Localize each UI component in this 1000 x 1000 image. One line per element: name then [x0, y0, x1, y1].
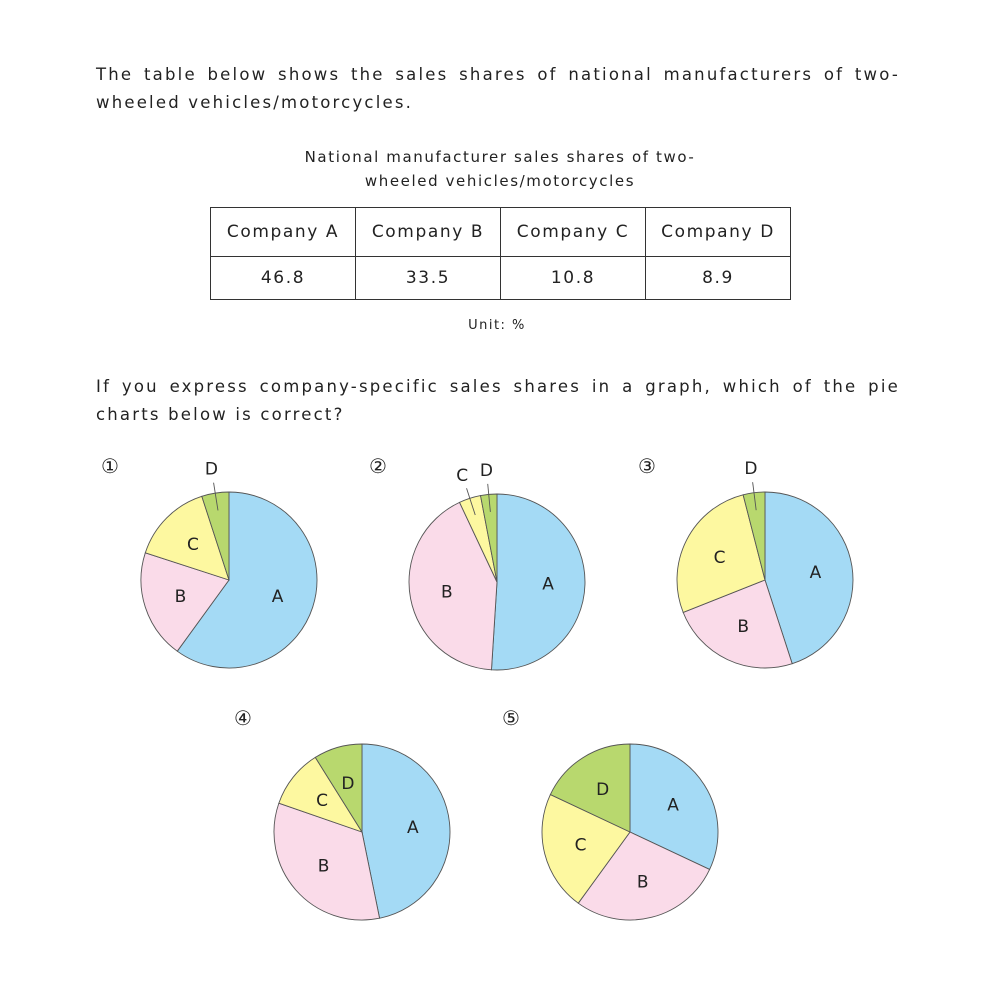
slice-label-b: B: [175, 587, 187, 607]
slice-label-a: A: [810, 563, 822, 583]
slice-label-b: B: [737, 617, 749, 637]
value-company-a: 46.8: [210, 256, 356, 300]
pie-chart-5: ⑤ A B C D: [502, 706, 719, 921]
slice-label-c: C: [714, 548, 726, 568]
intro-text: The table below shows the sales shares o…: [96, 65, 900, 112]
pie-slice-c: [144, 495, 230, 581]
option-number: ⑤: [502, 706, 520, 730]
leader-line: [466, 488, 476, 516]
slice-label-d: D: [205, 460, 218, 480]
pie-chart-3: ③ A B C D: [638, 454, 854, 669]
value-company-b: 33.5: [355, 256, 501, 300]
pie-slice-a: [764, 491, 854, 665]
caption-line-2: wheeled vehicles/motorcycles: [364, 172, 636, 190]
pie-chart-4: ④ A B CD: [234, 706, 451, 921]
header-company-a: Company A: [210, 207, 356, 257]
slice-label-d: D: [341, 774, 354, 794]
pie-slice-d: [314, 743, 363, 834]
pie-slice-a: [361, 743, 451, 919]
option-number: ④: [234, 706, 252, 730]
table-caption: National manufacturer sales shares of tw…: [200, 145, 800, 193]
leader-line: [213, 482, 219, 511]
leader-line: [752, 482, 757, 511]
slice-label-a: A: [542, 575, 554, 595]
pie-slice-a: [629, 743, 719, 871]
pie-slice-a: [490, 493, 586, 671]
value-company-d: 8.9: [645, 256, 791, 300]
header-company-c: Company C: [500, 207, 646, 257]
table-header-row: Company A Company B Company C Company D: [210, 207, 791, 257]
slice-label-d: D: [744, 459, 757, 479]
slice-label-d: D: [596, 780, 609, 800]
option-number: ①: [101, 454, 119, 478]
slice-label-c: C: [187, 535, 199, 555]
pie-slice-b: [273, 802, 381, 921]
slice-label-a: A: [667, 796, 679, 816]
pie-slice-b: [140, 552, 230, 652]
slice-label-a: A: [272, 587, 284, 607]
leader-line: [487, 483, 491, 512]
slice-label-b: B: [441, 583, 453, 603]
slice-label-c: C: [456, 466, 468, 486]
value-company-c: 10.8: [500, 256, 646, 300]
pie-slice-d: [549, 743, 631, 833]
pie-chart-2: ② A B C D: [369, 454, 586, 671]
slice-label-c: C: [575, 836, 587, 856]
pie-chart-1: ① A B C D: [101, 454, 318, 669]
pie-slice-b: [577, 831, 711, 921]
header-company-d: Company D: [645, 207, 791, 257]
pie-slice-c: [676, 494, 766, 613]
slice-label-d: D: [480, 461, 493, 481]
slice-label-c: C: [316, 791, 328, 811]
table-value-row: 46.8 33.5 10.8 8.9: [210, 256, 791, 300]
slice-label-b: B: [318, 857, 330, 877]
slice-label-a: A: [407, 818, 419, 838]
pie-slice-b: [408, 501, 498, 671]
option-number: ②: [369, 454, 387, 478]
pie-slice-a: [176, 491, 318, 669]
question-text: If you express company-specific sales sh…: [96, 377, 900, 424]
slice-label-b: B: [637, 872, 649, 892]
sales-share-table: Company A Company B Company C Company D …: [210, 207, 791, 300]
unit-label: Unit: %: [468, 318, 526, 333]
caption-line-1: National manufacturer sales shares of tw…: [304, 148, 696, 166]
option-number: ③: [638, 454, 656, 478]
